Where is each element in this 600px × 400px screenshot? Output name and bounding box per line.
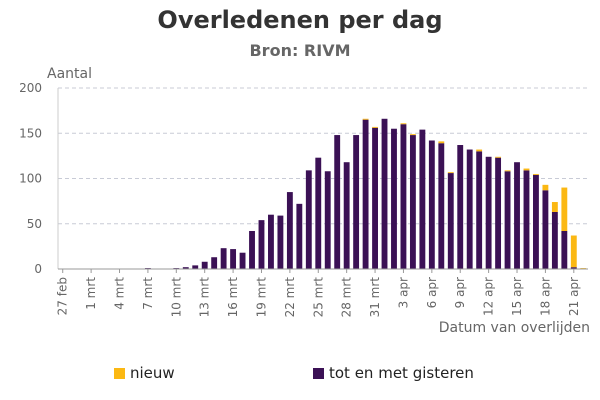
y-tick-label: 150: [19, 126, 42, 140]
legend-swatch-nieuw: [114, 367, 125, 379]
x-tick-label: 6 apr: [425, 277, 439, 308]
bar-tot-en-met-gisteren: [523, 170, 530, 269]
y-tick-label: 0: [34, 262, 42, 276]
bar-tot-en-met-gisteren: [277, 215, 284, 269]
x-tick-label: 28 mrt: [340, 277, 354, 318]
bar-tot-en-met-gisteren: [315, 157, 322, 269]
x-tick-label: 18 apr: [538, 277, 552, 316]
x-tick-label: 16 mrt: [226, 277, 240, 318]
bar-tot-en-met-gisteren: [220, 248, 227, 269]
bar-nieuw: [409, 134, 416, 136]
y-tick-label: 50: [27, 217, 42, 231]
x-tick-label: 21 apr: [567, 277, 581, 316]
y-tick-label: 200: [19, 81, 42, 95]
bar-tot-en-met-gisteren: [466, 149, 473, 269]
bar-nieuw: [533, 173, 539, 175]
bar-tot-en-met-gisteren: [372, 127, 378, 269]
bar-nieuw: [570, 235, 577, 268]
y-tick-label: 100: [19, 172, 42, 186]
x-axis-title: Datum van overlijden: [439, 320, 590, 336]
bar-nieuw: [542, 184, 549, 191]
bar-nieuw: [438, 141, 445, 144]
bar-tot-en-met-gisteren: [334, 135, 341, 269]
bar-tot-en-met-gisteren: [343, 162, 350, 269]
bar-nieuw: [362, 118, 369, 120]
bar-tot-en-met-gisteren: [249, 230, 255, 269]
bar-tot-en-met-gisteren: [428, 140, 435, 269]
legend-label-nieuw: nieuw: [130, 364, 175, 382]
x-tick-label: 19 mrt: [254, 277, 268, 318]
bar-tot-en-met-gisteren: [400, 124, 407, 269]
x-tick-label: 22 mrt: [283, 277, 297, 318]
bar-nieuw: [561, 187, 568, 231]
x-tick-label: 15 apr: [510, 277, 524, 316]
bar-tot-en-met-gisteren: [504, 171, 511, 269]
bar-tot-en-met-gisteren: [381, 118, 388, 270]
x-tick-label: 31 mrt: [368, 277, 382, 318]
x-tick-label: 7 mrt: [141, 277, 155, 310]
bar-tot-en-met-gisteren: [495, 157, 502, 269]
bar-tot-en-met-gisteren: [182, 267, 189, 269]
bar-tot-en-met-gisteren: [438, 143, 445, 269]
bar-tot-en-met-gisteren: [201, 261, 208, 269]
bar-tot-en-met-gisteren: [514, 162, 520, 269]
legend-label-tot: tot en met gisteren: [329, 364, 474, 382]
bar-tot-en-met-gisteren: [239, 252, 246, 269]
bar-tot-en-met-gisteren: [457, 145, 464, 269]
x-tick-label: 12 apr: [482, 277, 496, 316]
x-tick-label: 27 feb: [56, 277, 70, 315]
bar-tot-en-met-gisteren: [409, 135, 416, 269]
bar-tot-en-met-gisteren: [192, 265, 199, 269]
bar-tot-en-met-gisteren: [533, 174, 539, 269]
bar-tot-en-met-gisteren: [542, 190, 549, 269]
x-tick-label: 13 mrt: [198, 277, 212, 318]
bar-tot-en-met-gisteren: [305, 170, 312, 269]
x-tick-label: 10 mrt: [169, 277, 183, 318]
bar-nieuw: [551, 202, 558, 212]
bar-tot-en-met-gisteren: [476, 151, 483, 269]
bar-tot-en-met-gisteren: [362, 119, 369, 269]
bar-tot-en-met-gisteren: [211, 257, 218, 269]
x-tick-label: 9 apr: [453, 277, 467, 308]
chart-title: Overledenen per dag: [157, 6, 443, 34]
legend-item-tot[interactable]: tot en met gisteren: [313, 364, 474, 382]
bar-tot-en-met-gisteren: [258, 220, 265, 269]
bar-tot-en-met-gisteren: [551, 211, 558, 269]
x-tick-label: 3 apr: [396, 277, 410, 308]
x-tick-label: 25 mrt: [311, 277, 325, 318]
x-tick-label: 4 mrt: [113, 277, 127, 310]
bar-nieuw: [495, 156, 502, 158]
bar-tot-en-met-gisteren: [324, 171, 331, 269]
bar-nieuw: [447, 172, 454, 174]
legend-swatch-tot: [313, 367, 324, 379]
bar-tot-en-met-gisteren: [561, 230, 568, 269]
bar-tot-en-met-gisteren: [268, 214, 274, 269]
legend-item-nieuw[interactable]: nieuw: [114, 364, 175, 382]
bar-tot-en-met-gisteren: [419, 129, 426, 269]
bar-tot-en-met-gisteren: [391, 128, 397, 269]
bar-tot-en-met-gisteren: [353, 135, 360, 269]
bar-nieuw: [523, 168, 530, 171]
bar-tot-en-met-gisteren: [485, 156, 492, 269]
bar-nieuw: [504, 170, 511, 172]
bar-nieuw: [476, 149, 483, 152]
bar-tot-en-met-gisteren: [570, 267, 577, 269]
chart-subtitle: Bron: RIVM: [249, 41, 351, 60]
bar-tot-en-met-gisteren: [286, 192, 293, 269]
x-tick-label: 1 mrt: [84, 277, 98, 310]
bar-nieuw: [400, 123, 407, 125]
bar-tot-en-met-gisteren: [447, 173, 454, 269]
bar-tot-en-met-gisteren: [230, 249, 237, 269]
y-axis-title: Aantal: [47, 66, 92, 82]
bar-nieuw: [372, 126, 378, 128]
bar-tot-en-met-gisteren: [296, 203, 303, 269]
